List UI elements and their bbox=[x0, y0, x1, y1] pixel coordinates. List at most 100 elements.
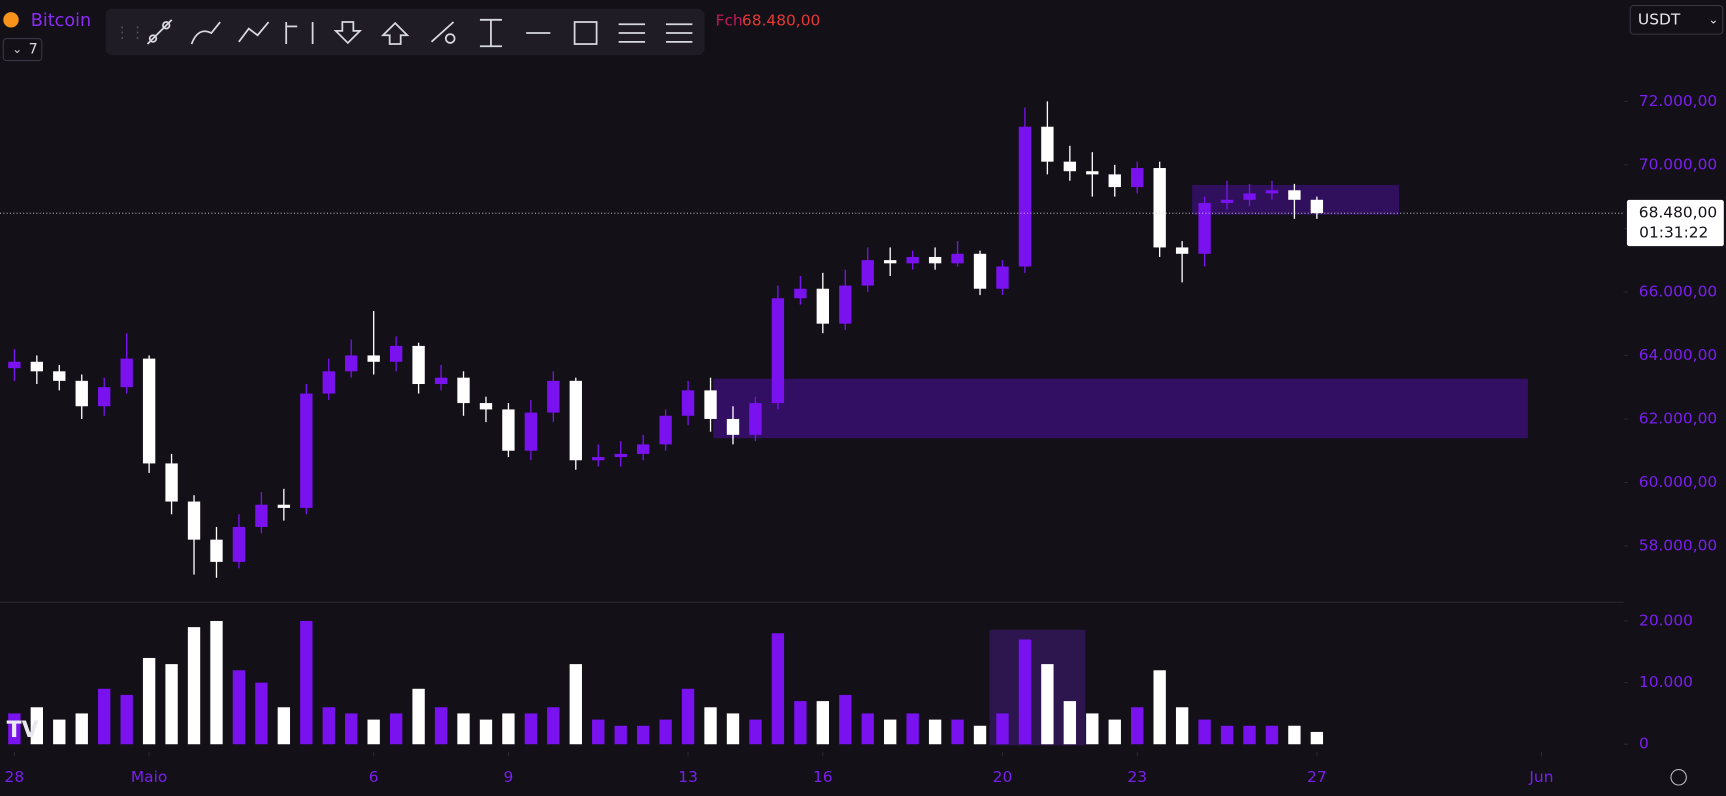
candle-body bbox=[165, 463, 178, 502]
candle-body bbox=[839, 285, 852, 324]
candle-body bbox=[928, 256, 942, 264]
currency: USDT bbox=[1638, 10, 1681, 28]
y-tick-label: 62.000,00 bbox=[1639, 409, 1717, 427]
tool-short[interactable] bbox=[665, 23, 693, 43]
volume-bar bbox=[120, 694, 133, 745]
y2-tick-label: 0 bbox=[1639, 735, 1649, 753]
candle-body bbox=[300, 393, 313, 508]
volume-bar bbox=[928, 719, 942, 745]
volume-bar bbox=[1198, 719, 1211, 745]
volume-bar bbox=[1220, 725, 1234, 745]
chevron: ⌄ bbox=[1708, 12, 1718, 26]
volume-bar bbox=[277, 707, 291, 745]
tool-brush[interactable] bbox=[190, 21, 221, 45]
candle-body bbox=[1243, 193, 1256, 200]
volume-bar bbox=[547, 707, 560, 745]
settings-icon[interactable] bbox=[1670, 769, 1687, 786]
volume-bar bbox=[165, 664, 178, 745]
volume-bar bbox=[345, 713, 358, 745]
volume-bar bbox=[1175, 707, 1189, 745]
candle-body bbox=[771, 298, 785, 404]
volume-bar bbox=[973, 725, 987, 745]
zone-box[interactable] bbox=[713, 378, 1528, 439]
close-value: 68.480,00 bbox=[742, 11, 820, 29]
tool-path[interactable] bbox=[238, 21, 270, 43]
tool-trendline[interactable] bbox=[146, 19, 173, 45]
currency-select[interactable] bbox=[1629, 4, 1724, 35]
candle-body bbox=[389, 345, 403, 362]
tool-long[interactable] bbox=[618, 23, 646, 43]
candle-body bbox=[636, 444, 650, 454]
volume-bar bbox=[861, 713, 874, 745]
candle-body bbox=[232, 526, 246, 562]
volume-bar bbox=[1108, 719, 1121, 745]
volume-bar bbox=[749, 719, 762, 745]
x-tick-label: Jun bbox=[1528, 768, 1553, 786]
candle-body bbox=[951, 253, 964, 264]
volume-bar bbox=[614, 725, 627, 745]
candle-body bbox=[906, 256, 919, 264]
candle-body bbox=[1265, 190, 1279, 194]
volume-bar bbox=[1153, 670, 1166, 745]
volume-bar bbox=[1310, 731, 1324, 745]
volume-bar bbox=[794, 701, 807, 745]
candle-body bbox=[345, 355, 358, 372]
symbol[interactable]: Bitcoin bbox=[31, 11, 91, 31]
candle-body bbox=[749, 403, 762, 435]
volume-bar bbox=[996, 713, 1009, 745]
x-tick-label: 28 bbox=[5, 768, 25, 786]
y-tick-label: 72.000,00 bbox=[1639, 92, 1717, 110]
candle-body bbox=[1288, 190, 1301, 200]
candle-body bbox=[75, 380, 88, 407]
candle-body bbox=[120, 358, 133, 388]
volume-bar bbox=[479, 719, 493, 745]
candle-body bbox=[98, 387, 111, 407]
tool-fib[interactable] bbox=[285, 22, 314, 45]
logo: TV bbox=[7, 718, 39, 743]
candle-body bbox=[434, 377, 448, 385]
candle-body bbox=[1175, 247, 1189, 254]
volume-bar bbox=[389, 713, 403, 745]
volume-bar bbox=[771, 633, 785, 745]
tool-rect[interactable] bbox=[573, 21, 598, 45]
volume-bar bbox=[322, 707, 335, 745]
candle-body bbox=[277, 504, 291, 508]
candle-body bbox=[1041, 126, 1054, 162]
tool-arrow-up[interactable] bbox=[380, 21, 410, 45]
last-price-label: 68.480,00 bbox=[1639, 204, 1717, 222]
candle-body bbox=[816, 288, 829, 324]
volume-bar bbox=[53, 719, 66, 745]
volume-bar bbox=[951, 719, 964, 745]
volume-bar bbox=[367, 719, 380, 745]
candle-body bbox=[142, 358, 156, 464]
volume-bar bbox=[75, 713, 88, 745]
y-tick-label: 60.000,00 bbox=[1639, 473, 1717, 491]
tool-ray[interactable] bbox=[430, 21, 456, 44]
tool-measure[interactable] bbox=[479, 18, 502, 48]
drag-handle[interactable]: ⋮⋮ bbox=[114, 24, 145, 42]
volume-bar bbox=[1086, 713, 1099, 745]
candle-body bbox=[53, 371, 66, 381]
x-tick-label: 9 bbox=[504, 768, 514, 786]
volume-bar bbox=[412, 688, 425, 745]
candle-body bbox=[614, 453, 627, 458]
marks: 58.000,00 60.000,00 62.000,00 64.000,00 66.0… bbox=[0, 92, 1724, 786]
indicator-toggle[interactable] bbox=[2, 37, 43, 62]
candle-body bbox=[30, 361, 44, 372]
candle-body bbox=[569, 380, 582, 461]
candle-body bbox=[1153, 168, 1166, 248]
candle-body bbox=[412, 345, 425, 385]
candle-body bbox=[1131, 168, 1144, 188]
volume-bar bbox=[502, 713, 515, 745]
volume-bar bbox=[1265, 725, 1279, 745]
volume-bar bbox=[839, 694, 852, 745]
y-tick-label: 66.000,00 bbox=[1639, 282, 1717, 300]
tool-arrow-down[interactable] bbox=[333, 21, 363, 45]
countdown: 01:31:22 bbox=[1639, 223, 1708, 241]
chevron: ⌄ bbox=[12, 42, 22, 56]
volume-bar bbox=[1018, 639, 1032, 745]
candle-body bbox=[547, 380, 560, 413]
candle-body bbox=[502, 409, 515, 451]
candle-body bbox=[1063, 161, 1077, 172]
